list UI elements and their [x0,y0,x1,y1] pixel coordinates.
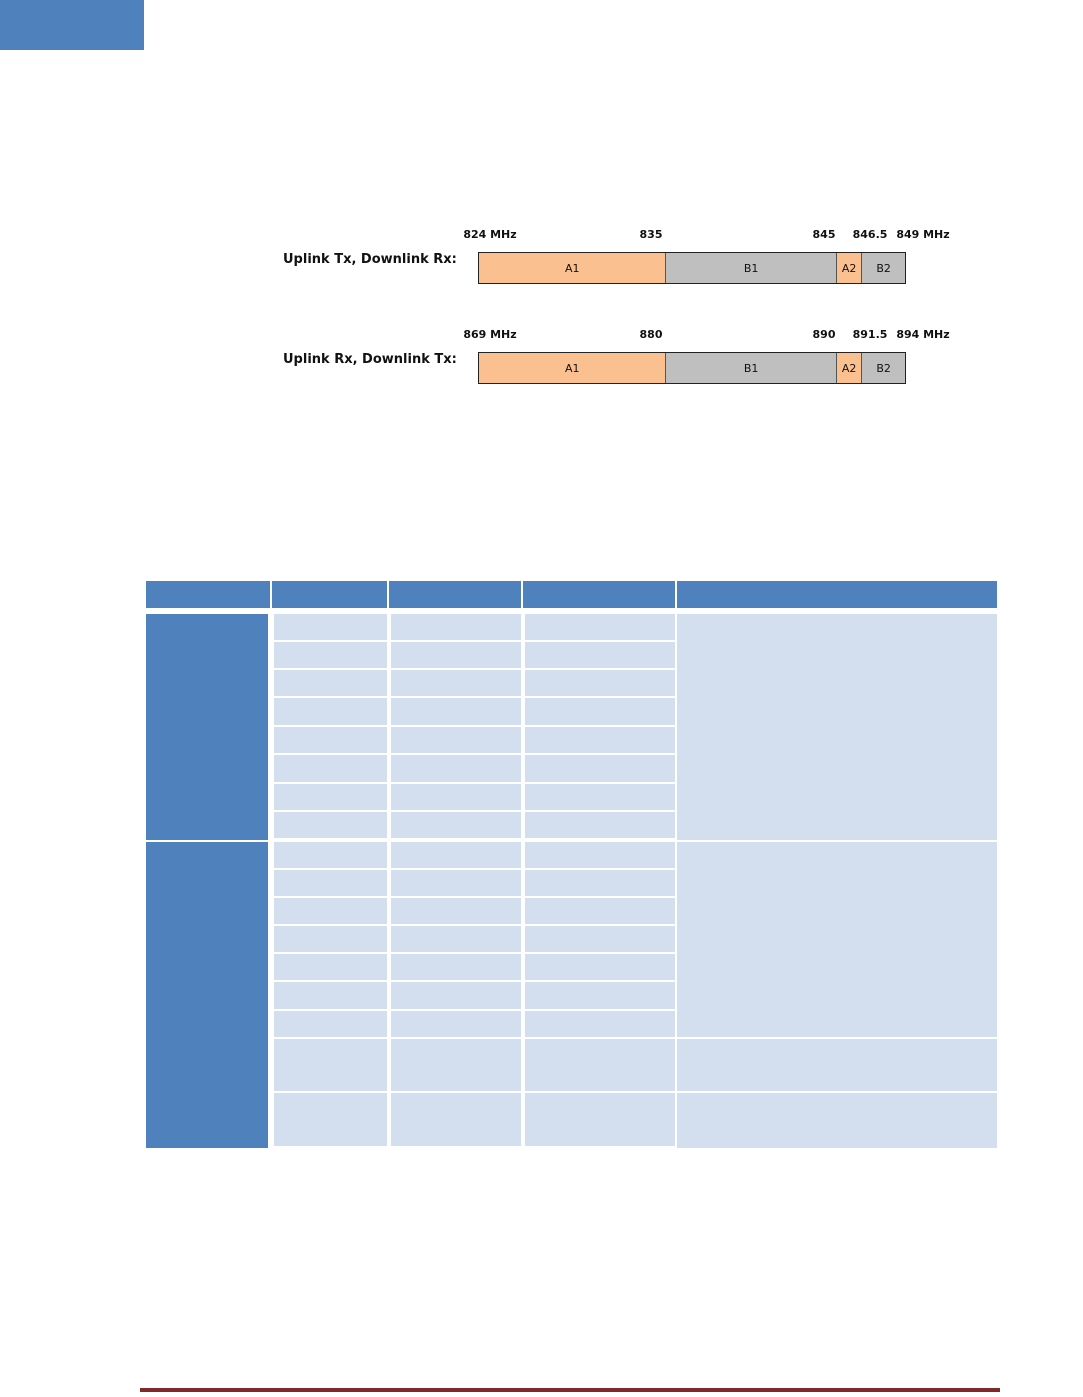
freq-label: 846.5 [852,228,888,241]
band-segment-a2: A2 [836,353,863,383]
table-cell [274,1093,387,1146]
table-cell [525,614,675,640]
table-cell [525,784,675,810]
table-cell [525,812,675,838]
freq-label: 824 MHz [463,228,517,241]
footer-rule [140,1388,1000,1392]
table-header-cell [272,581,387,608]
table-cell [391,755,521,782]
band-segment-a1: A1 [479,253,667,283]
table-header-cell [389,581,521,608]
table-cell [525,898,675,924]
table-cell [391,1039,521,1091]
header-color-block [0,0,144,50]
freq-label: 880 [639,328,663,341]
table-cell [391,812,521,838]
table-cell [274,755,387,782]
table-cell [391,670,521,696]
table-cell [274,954,387,980]
table-cell [391,698,521,725]
band-segment-a1: A1 [479,353,667,383]
table-cell [391,642,521,668]
freq-label: 849 MHz [896,228,950,241]
table-header-cell [523,581,675,608]
table-header-cell [146,581,270,608]
uplink-tx-band-bar: A1 B1 A2 B2 [478,252,906,284]
table-cell [274,670,387,696]
table-note-cell [677,1039,997,1091]
table-cell [391,926,521,952]
table-cell [274,784,387,810]
band-segment-b2: B2 [862,353,905,383]
table-cell [274,812,387,838]
table-cell [391,954,521,980]
band-segment-b1: B1 [666,253,837,283]
table-cell [391,727,521,753]
band-segment-b1: B1 [666,353,837,383]
table-note-cell [677,1093,997,1148]
uplink-rx-band-bar: A1 B1 A2 B2 [478,352,906,384]
table-cell [525,1011,675,1037]
band-segment-b2: B2 [862,253,905,283]
table-cell [274,727,387,753]
table-cell [525,670,675,696]
table-cell [391,1093,521,1146]
table-cell [274,614,387,640]
table-cell [391,784,521,810]
table-cell [525,982,675,1009]
table-cell [391,614,521,640]
freq-label: 894 MHz [896,328,950,341]
table-cell [525,727,675,753]
table-cell [525,842,675,868]
table-group-cell [146,842,268,1148]
table-cell [274,642,387,668]
table-cell [525,1093,675,1146]
table-cell [525,926,675,952]
table-cell [525,870,675,896]
table-header-cell [677,581,997,608]
table-cell [274,698,387,725]
uplink-tx-label: Uplink Tx, Downlink Rx: [283,252,457,267]
table-cell [274,982,387,1009]
band-segment-a2: A2 [836,253,863,283]
table-note-cell [677,614,997,840]
table-cell [525,954,675,980]
freq-label: 835 [639,228,663,241]
freq-label: 845 [812,228,836,241]
table-cell [525,698,675,725]
table-cell [274,898,387,924]
table-cell [391,1011,521,1037]
table-cell [525,1039,675,1091]
table-cell [525,642,675,668]
table-cell [274,842,387,868]
table-note-cell [677,842,997,1037]
table-cell [391,870,521,896]
freq-label: 891.5 [852,328,888,341]
table-group-cell [146,614,268,840]
table-cell [274,1011,387,1037]
table-cell [391,898,521,924]
uplink-rx-label: Uplink Rx, Downlink Tx: [283,352,457,367]
table-cell [274,870,387,896]
table-cell [274,926,387,952]
freq-label: 890 [812,328,836,341]
freq-label: 869 MHz [463,328,517,341]
table-cell [525,755,675,782]
table-cell [391,982,521,1009]
table-cell [391,842,521,868]
table-cell [274,1039,387,1091]
